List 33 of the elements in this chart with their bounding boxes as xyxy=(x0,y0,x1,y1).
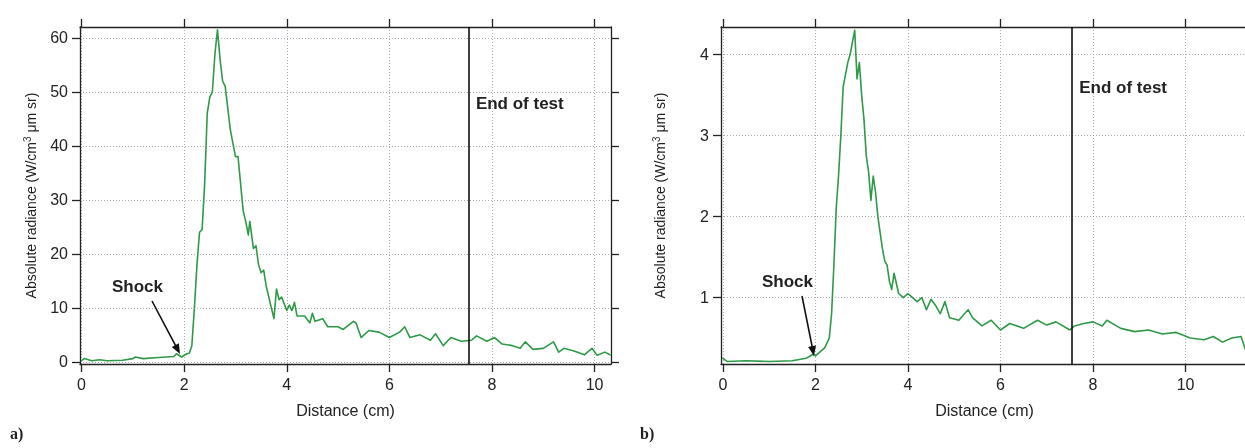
y-tick-label: 30 xyxy=(50,191,69,209)
x-tick-label: 0 xyxy=(718,375,728,393)
ref-line-label: End of test xyxy=(1079,77,1168,98)
y-axis-title: Absolute radiance (W/cm3 μm sr) xyxy=(21,92,39,299)
text: a) xyxy=(10,425,24,443)
x-tick-label: 0 xyxy=(77,375,87,393)
y-tick-label: 2 xyxy=(700,208,710,226)
y-axis-title: Absolute radiance (W/cm3 μm sr) xyxy=(650,92,668,299)
y-tick-label: 60 xyxy=(50,29,69,47)
y-tick-label: 3 xyxy=(700,127,710,145)
x-tick-label: 10 xyxy=(1176,375,1195,393)
x-tick-label: 2 xyxy=(810,375,820,393)
y-tick-label: 0 xyxy=(59,353,69,371)
ref-line-label: End of test xyxy=(475,94,564,115)
x-tick-label: 2 xyxy=(179,375,189,393)
x-tick-label: 6 xyxy=(384,375,394,393)
y-tick-label: 1 xyxy=(700,289,710,307)
text: b) xyxy=(640,425,655,443)
y-tick-label: 10 xyxy=(50,299,69,317)
x-axis-title: Distance (cm) xyxy=(296,401,395,419)
annotation: Shock xyxy=(762,272,814,292)
y-tick-label: 20 xyxy=(50,245,69,263)
y-tick-label: 40 xyxy=(50,137,69,155)
x-tick-label: 6 xyxy=(996,375,1006,393)
annotation: Shock xyxy=(112,277,164,297)
x-tick-label: 8 xyxy=(487,375,497,393)
y-tick-label: 4 xyxy=(700,46,710,64)
x-tick-label: 4 xyxy=(903,375,913,393)
x-tick-label: 8 xyxy=(1088,375,1098,393)
x-axis-title: Distance (cm) xyxy=(935,401,1034,419)
x-tick-label: 4 xyxy=(282,375,292,393)
y-tick-label: 50 xyxy=(50,83,69,101)
x-tick-label: 10 xyxy=(585,375,604,393)
